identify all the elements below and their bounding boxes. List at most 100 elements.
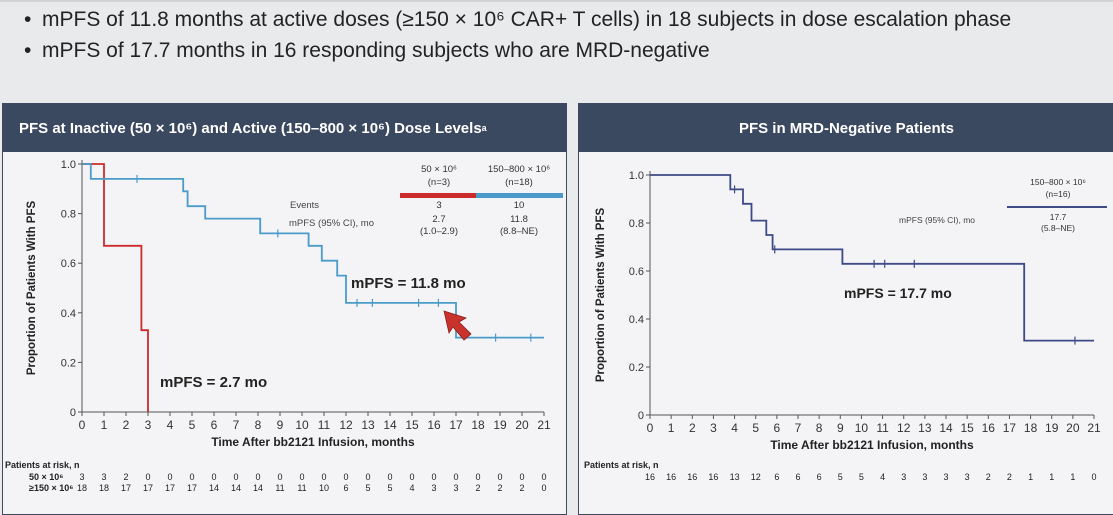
left-legend-col-n: (n=3) — [428, 177, 450, 188]
right-chart-series-line-1 — [650, 174, 1094, 342]
left-chart-at-risk-value: 2 — [475, 483, 480, 493]
left-km-plot: 00.20.40.60.81.00 1 2 3 4 5 6 7 8 9 10 11 12 13 14 15 16… — [5, 159, 563, 493]
left-chart-x-tick-label: 17 — [449, 418, 463, 432]
left-chart-at-risk-value: 5 — [387, 483, 392, 493]
right-km-plot: 00.20.40.60.81.00 1 2 3 4 5 6 7 8 9 10 11 12 13 14 15 16… — [584, 170, 1107, 482]
left-chart-at-risk-value: 0 — [145, 472, 150, 482]
left-chart-at-risk-value: 0 — [475, 472, 480, 482]
right-chart-at-risk-value: 1 — [1028, 472, 1033, 482]
left-chart-at-risk-row-label: 50 × 10⁶ — [29, 472, 63, 482]
left-chart-at-risk-value: 6 — [343, 483, 348, 493]
left-chart-x-tick-label: 2 — [123, 418, 130, 432]
left-chart-at-risk-value: 0 — [277, 472, 282, 482]
left-legend-row-label: mPFS (95% CI), mo — [289, 218, 374, 229]
left-chart-at-risk-value: 0 — [343, 472, 348, 482]
right-chart-x-tick-label: 8 — [816, 421, 823, 435]
right-chart-at-risk-value: 16 — [687, 472, 697, 482]
right-chart-x-tick-label: 2 — [689, 421, 696, 435]
left-chart-at-risk-value: 14 — [253, 483, 263, 493]
left-chart-at-risk-value: 17 — [121, 483, 131, 493]
right-legend-swatch — [1007, 206, 1107, 208]
bullet-item-2: • mPFS of 17.7 months in 16 responding su… — [24, 35, 1011, 66]
left-chart-x-tick-label: 0 — [79, 418, 86, 432]
left-chart-x-tick-label: 4 — [167, 418, 174, 432]
left-chart-x-tick-label: 9 — [277, 418, 284, 432]
left-chart-x-tick-label: 3 — [145, 418, 152, 432]
right-chart-at-risk-value: 3 — [901, 472, 906, 482]
right-chart-x-tick-label: 11 — [876, 421, 889, 435]
bullet-dot-icon: • — [24, 39, 32, 62]
left-chart-at-risk-value: 4 — [409, 483, 414, 493]
left-chart-at-risk-value: 2 — [519, 483, 524, 493]
left-chart-y-axis-label: Proportion of Patients With PFS — [26, 201, 38, 376]
right-legend-row-label: mPFS (95% CI), mo — [899, 215, 975, 225]
right-chart-y-tick-label: 0.8 — [629, 218, 644, 230]
right-chart-at-risk-value: 13 — [730, 472, 740, 482]
right-chart-at-risk-value: 2 — [986, 472, 991, 482]
left-chart-x-tick-label: 16 — [427, 418, 441, 432]
right-chart-at-risk-value: 1 — [1070, 472, 1075, 482]
right-chart-at-risk-value: 2 — [1007, 472, 1012, 482]
left-chart-at-risk-value: 14 — [231, 483, 241, 493]
left-chart-at-risk-value: 0 — [255, 472, 260, 482]
bullet-dot-icon: • — [24, 8, 32, 31]
left-chart-x-tick-label: 8 — [255, 418, 262, 432]
left-chart-at-risk-value: 0 — [299, 472, 304, 482]
right-chart-x-tick-label: 15 — [960, 421, 974, 435]
left-chart-series-line-1 — [82, 163, 149, 412]
left-chart-at-risk-value: 2 — [497, 483, 502, 493]
right-chart-x-tick-label: 10 — [855, 421, 869, 435]
right-chart-y-axis-label: Proportion of Patients With PFS — [595, 208, 607, 383]
right-chart-at-risk-value: 1 — [1049, 472, 1054, 482]
left-chart-at-risk-value: 3 — [431, 483, 436, 493]
left-chart-at-risk-value: 0 — [365, 472, 370, 482]
left-legend-col-n: (n=18) — [505, 177, 533, 188]
right-chart-x-tick-label: 7 — [795, 421, 802, 435]
left-legend-swatch-inactive — [400, 193, 476, 198]
left-chart-x-tick-label: 20 — [515, 418, 529, 432]
left-chart-at-risk-value: 18 — [77, 483, 87, 493]
left-chart-at-risk-value: 0 — [519, 472, 524, 482]
left-chart-at-risk-value: 0 — [431, 472, 436, 482]
right-chart-at-risk-value: 6 — [817, 472, 822, 482]
right-chart-x-tick-label: 12 — [897, 421, 911, 435]
left-legend-ci: (8.8–NE) — [500, 226, 538, 237]
right-chart-x-tick-label: 0 — [647, 421, 654, 435]
left-chart-at-risk-value: 0 — [167, 472, 172, 482]
left-chart-x-tick-label: 6 — [211, 418, 218, 432]
bullet-list: • mPFS of 11.8 months at active doses (≥1… — [24, 4, 1011, 66]
bullet-text-2: mPFS of 17.7 months in 16 responding sub… — [42, 39, 710, 62]
left-chart-at-risk-title: Patients at risk, n — [5, 460, 80, 470]
bullet-item-1: • mPFS of 11.8 months at active doses (≥1… — [24, 4, 1011, 35]
left-legend-cell: 10 — [514, 200, 525, 211]
right-chart-x-tick-label: 19 — [1045, 421, 1059, 435]
left-chart-at-risk-value: 0 — [409, 472, 414, 482]
right-chart-y-tick-label: 0 — [638, 410, 644, 422]
left-chart-at-risk-value: 2 — [123, 472, 128, 482]
left-chart-x-tick-label: 12 — [339, 418, 353, 432]
right-chart-x-tick-label: 13 — [918, 421, 932, 435]
left-chart-title: PFS at Inactive (50 × 10⁶) and Active (1… — [19, 119, 482, 137]
left-chart-at-risk-value: 3 — [453, 483, 458, 493]
left-chart-at-risk-value: 11 — [275, 483, 284, 493]
right-chart-at-risk-value: 0 — [1091, 472, 1096, 482]
right-legend-col-header: 150–800 × 10⁶ — [1030, 177, 1086, 187]
left-chart-at-risk-value: 0 — [211, 472, 216, 482]
left-legend-cell: 3 — [436, 200, 441, 211]
left-chart-at-risk-value: 0 — [541, 483, 546, 493]
left-legend-cell: 2.7 — [432, 214, 445, 225]
left-chart-at-risk-value: 0 — [497, 472, 502, 482]
right-chart-y-tick-label: 1.0 — [629, 170, 644, 182]
right-chart-x-tick-label: 3 — [710, 421, 717, 435]
left-chart-at-risk-value: 18 — [99, 483, 109, 493]
left-chart-x-tick-label: 15 — [405, 418, 419, 432]
left-chart-at-risk-value: 17 — [143, 483, 153, 493]
right-chart-x-tick-label: 20 — [1066, 421, 1080, 435]
right-chart-at-risk-value: 16 — [666, 472, 676, 482]
right-chart-y-tick-label: 0.4 — [629, 314, 644, 326]
left-legend-col-header: 150–800 × 10⁶ — [488, 164, 550, 175]
right-chart-x-tick-label: 21 — [1087, 421, 1101, 435]
left-legend-col-header: 50 × 10⁶ — [421, 164, 457, 175]
right-chart-at-risk-value: 3 — [943, 472, 948, 482]
right-chart-at-risk-value: 4 — [880, 472, 885, 482]
